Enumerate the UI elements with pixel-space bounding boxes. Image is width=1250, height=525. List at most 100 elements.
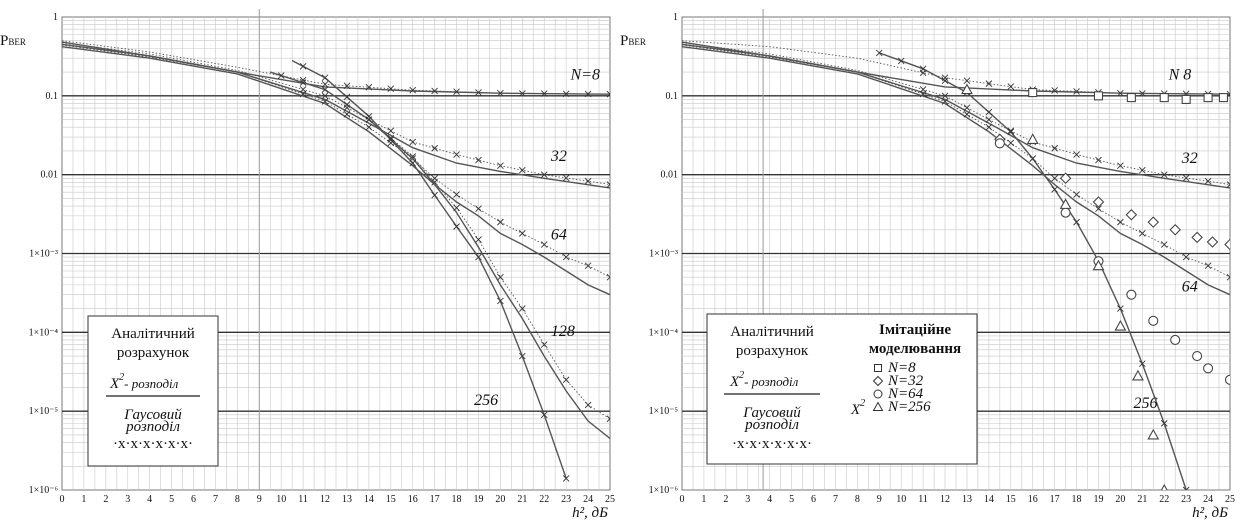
gauss-point-n-64 (1226, 273, 1230, 281)
gauss-point-n-256 (387, 136, 395, 144)
gauss-point-n-256 (321, 74, 329, 81)
marker-n-256 (1114, 319, 1127, 331)
marker-n-32 (1125, 208, 1138, 221)
y-tick-label: 0.01 (661, 170, 679, 181)
gauss-point-n-32 (497, 162, 504, 170)
gauss-point-n-8 (343, 82, 351, 90)
gauss-point-n-64 (1117, 218, 1124, 226)
x-tick-label: 18 (1072, 494, 1082, 505)
gauss-point-n-256 (431, 191, 438, 199)
gauss-point-n-256 (299, 62, 307, 70)
y-tick-label: 1 (53, 12, 58, 23)
x-tick-label: 6 (191, 494, 196, 505)
x-tick-label: 23 (561, 494, 571, 505)
gauss-point-n-64 (963, 110, 971, 118)
gauss-point-n-32 (1051, 144, 1058, 152)
x-tick-label: 25 (1225, 494, 1235, 505)
gauss-point-n-64 (475, 205, 482, 213)
x-tick-label: 14 (984, 494, 994, 505)
y-tick-label: 1×10⁻⁴ (29, 327, 59, 338)
gauss-point-n-8 (409, 86, 417, 94)
curves (62, 40, 610, 482)
y-axis-label-main: P (620, 33, 628, 49)
gauss-point-n-64 (1160, 241, 1168, 248)
gauss-point-n-256 (1160, 420, 1168, 427)
x-tick-label: 0 (680, 494, 685, 505)
legend-marker-circle-icon (873, 389, 883, 399)
chi2-curve-n-32 (62, 43, 610, 189)
x-tick-label: 7 (213, 494, 218, 505)
y-tick-label: 1×10⁻⁵ (649, 406, 678, 417)
gauss-point-n-8 (321, 80, 329, 88)
gauss-point-n-128 (497, 273, 504, 281)
marker-n-64 (1192, 351, 1203, 362)
curve-label-n-32: 32 (1181, 150, 1198, 167)
left-chart: 0 1 2 3 4 5 6 7 8 9 10 11 12 13 14 15 16 17 18 19 20 21 22 23 24… (0, 9, 615, 521)
x-tick-label: 19 (1093, 494, 1103, 505)
marker-n-256 (1147, 428, 1160, 440)
legend-chi2-sup: 2 (739, 370, 744, 381)
marker-n-64 (1224, 374, 1230, 385)
gauss-point-n-64 (519, 230, 526, 237)
y-tick-label: 1×10⁻⁵ (29, 406, 58, 417)
gauss-point-n-32 (1182, 174, 1190, 182)
gauss-point-n-64 (606, 273, 610, 281)
gauss-point-n-32 (606, 181, 610, 188)
x-tick-label: 10 (896, 494, 906, 505)
gauss-point-n-256 (1139, 360, 1146, 368)
gauss-point-n-32 (475, 156, 482, 164)
gauss-point-n-32 (1117, 162, 1124, 170)
x-tick-label: 11 (918, 494, 928, 505)
y-axis-label-main: P (0, 33, 8, 49)
marker-n-32 (1169, 223, 1181, 236)
x-tick-label: 15 (1006, 494, 1016, 505)
marker-n-256 (1132, 369, 1144, 381)
legend-gauss-line2: розподіл (744, 417, 799, 433)
gauss-point-n-8 (1007, 83, 1015, 90)
marker-n-8 (1093, 91, 1104, 101)
curve-label-n-8: N=8 (570, 67, 600, 84)
marker-n-64 (1060, 207, 1071, 218)
legend-gauss-line2: розподіл (125, 419, 180, 435)
marker-n-256 (1059, 198, 1072, 209)
x-tick-label: 5 (789, 494, 794, 505)
x-tick-label: 3 (125, 494, 130, 505)
legend-box (87, 315, 219, 467)
gauss-point-n-8 (1117, 89, 1124, 97)
legend-chi2-text: - розподіл (124, 376, 178, 391)
gauss-point-n-64 (365, 123, 373, 131)
curve-label-n-8: N 8 (1168, 67, 1192, 84)
gauss-point-n-256 (1007, 128, 1015, 136)
x-tick-label: 13 (962, 494, 972, 505)
x-axis-label: h², дБ (1192, 505, 1228, 521)
gauss-point-n-64 (985, 123, 993, 131)
x-tick-label: 3 (745, 494, 750, 505)
marker-n-32 (1092, 196, 1105, 208)
x-tick-label: 12 (320, 494, 330, 505)
legend-chi2-label: X2- розподіл (109, 372, 179, 392)
gauss-point-n-128 (277, 72, 285, 79)
gauss-point-n-64 (1204, 262, 1212, 270)
gauss-point-n-8 (431, 87, 438, 95)
x-tick-label: 25 (605, 494, 615, 505)
gauss-point-n-32 (963, 104, 971, 112)
x-axis-label: h², дБ (572, 505, 608, 521)
gauss-point-n-256 (941, 77, 949, 85)
gauss-point-n-8 (387, 85, 395, 93)
marker-n-64 (1203, 363, 1214, 374)
marker-n-256 (961, 83, 973, 95)
x-tick-label: 1 (701, 494, 706, 505)
gauss-point-n-8 (540, 90, 548, 97)
gauss-point-n-64 (497, 218, 504, 226)
gauss-point-n-64 (453, 191, 460, 198)
x-tick-label: 17 (430, 494, 440, 505)
gauss-point-n-8 (1139, 90, 1146, 97)
gauss-point-n-32 (584, 177, 592, 185)
x-tick-label: 16 (1028, 494, 1038, 505)
marker-n-32 (1147, 216, 1160, 228)
x-tick-label: 13 (342, 494, 352, 505)
y-tick-label: 0.1 (666, 91, 679, 102)
gauss-point-n-256 (409, 159, 417, 167)
gauss-point-n-128 (343, 101, 351, 108)
marker-n-64 (1170, 334, 1181, 346)
